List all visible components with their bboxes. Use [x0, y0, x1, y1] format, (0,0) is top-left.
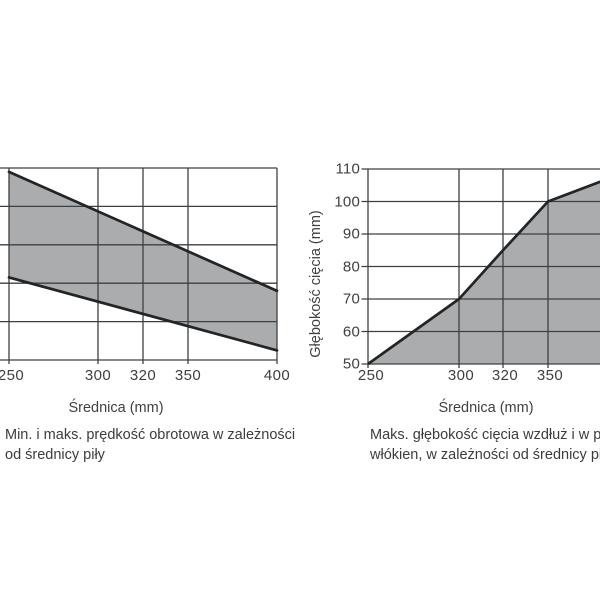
right-y-axis-label: Głębokość cięcia (mm): [308, 210, 324, 358]
left-x-axis-label: Średnica (mm): [68, 400, 164, 416]
right-y-tick-label: 100: [334, 193, 360, 210]
left-chart-caption: Min. i maks. prędkość obrotowa w zależno…: [5, 425, 295, 465]
right-y-tick-label: 70: [342, 290, 360, 308]
right-y-tick-label: 110: [335, 160, 360, 178]
right-y-tick-label: 90: [342, 225, 360, 243]
max-speed-line: [7, 170, 279, 293]
right-x-axis-label: Średnica (mm): [438, 400, 534, 416]
left-x-tick-label: 320: [129, 367, 157, 384]
left-x-tick-label: 250: [0, 367, 25, 384]
min-speed-line: [7, 276, 279, 352]
right-x-tick-label: 300: [447, 367, 475, 384]
left-chart-plot: [0, 167, 279, 364]
left-x-tick-label: 400: [263, 367, 291, 384]
right-y-tick-label: 80: [342, 258, 360, 275]
right-y-tick-label: 60: [342, 323, 360, 340]
left-x-tick-label: 300: [84, 367, 112, 384]
left-x-tick-label: 350: [174, 367, 202, 384]
left-chart-caption-line-2: od średnicy piły: [5, 447, 105, 463]
right-x-tick-label: 320: [491, 367, 519, 384]
right-chart-caption: Maks. głębokość cięcia wzdłuż i w poprze…: [370, 425, 600, 465]
right-x-tick-label: 350: [536, 367, 564, 384]
right-chart-caption-line-1: Maks. głębokość cięcia wzdłuż i w poprze…: [370, 427, 600, 443]
right-chart-plot: [361, 168, 600, 368]
depth-curve: [367, 180, 600, 366]
right-x-tick-label: 250: [357, 367, 385, 384]
left-chart-caption-line-1: Min. i maks. prędkość obrotowa w zależno…: [5, 427, 296, 443]
right-chart-caption-line-2: włókien, w zależności od średnicy piły.: [370, 447, 600, 463]
right-y-tick-label: 50: [342, 355, 360, 373]
